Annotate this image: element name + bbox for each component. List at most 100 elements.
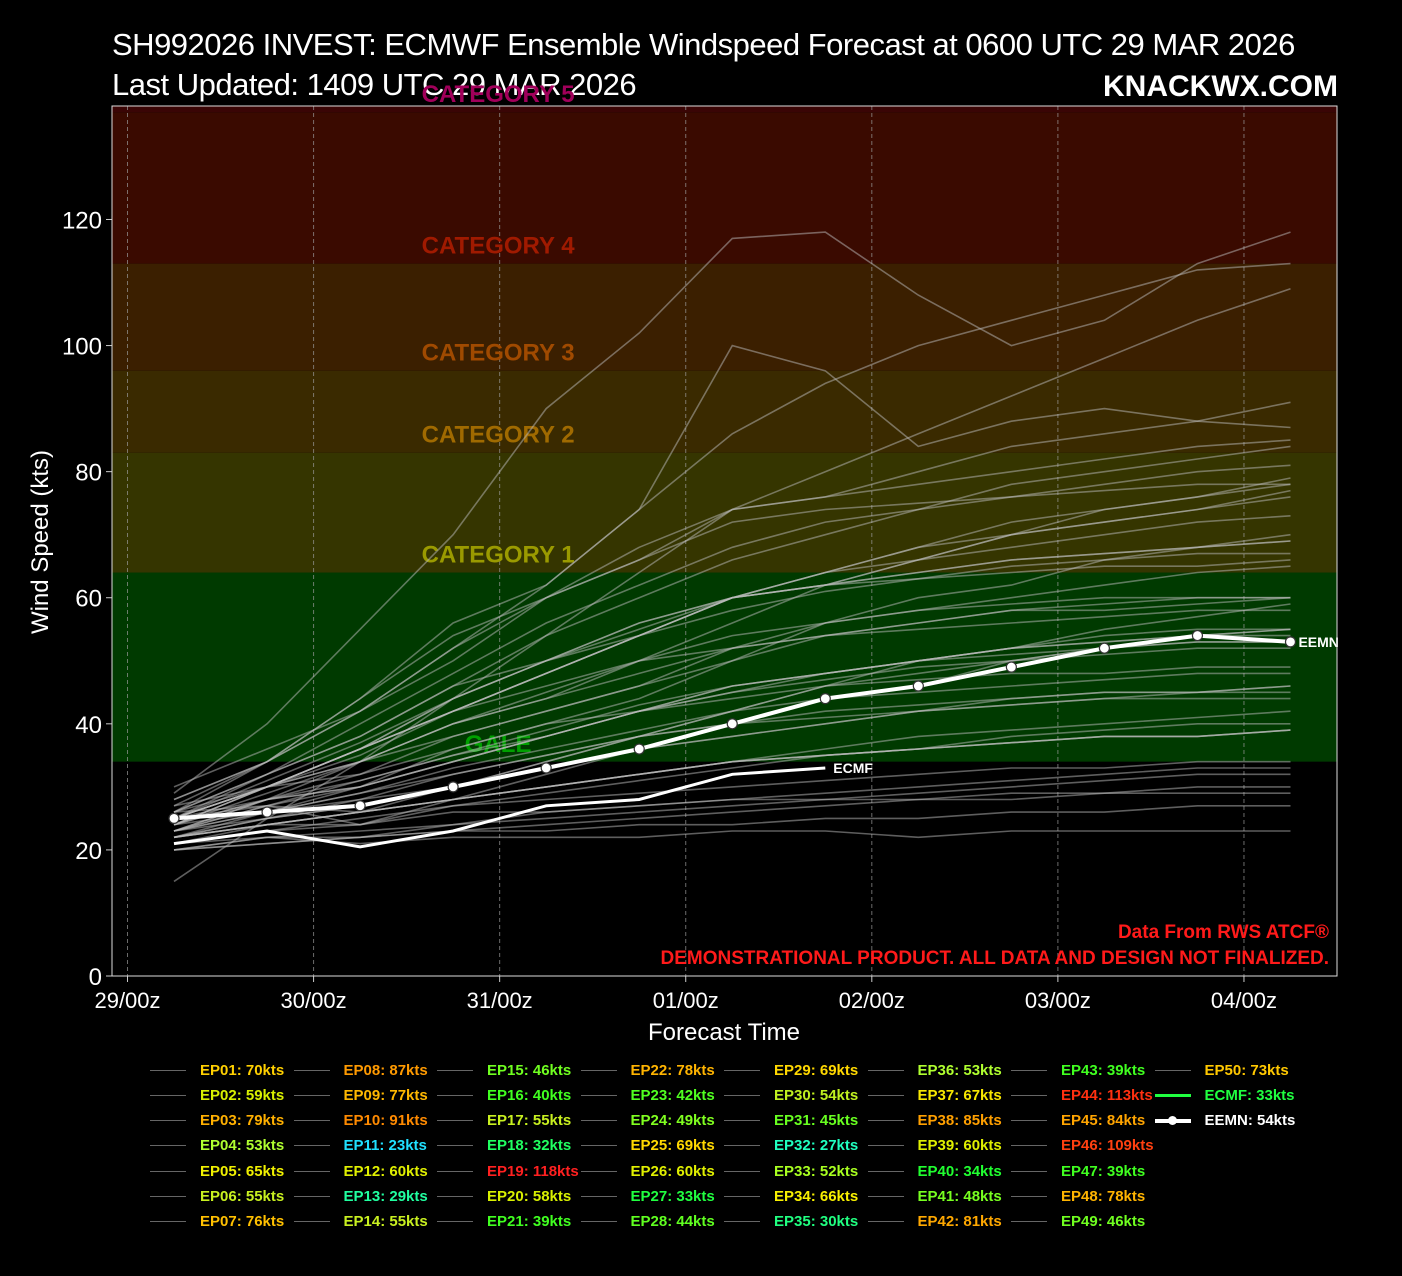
legend-label: EP26: 60kts	[630, 1162, 715, 1180]
eemn-point	[633, 743, 645, 755]
y-axis-label: Wind Speed (kts)	[27, 450, 54, 634]
legend-item: EP27: 33kts	[580, 1185, 715, 1209]
legend-swatch	[867, 1094, 904, 1096]
legend-item: EP37: 67kts	[867, 1083, 1002, 1107]
legend-label: EP41: 48kts	[917, 1188, 1002, 1205]
legend-label: EP17: 55kts	[487, 1112, 572, 1130]
legend-item: EP04: 53kts	[150, 1134, 284, 1158]
legend-item: EP45: 84kts	[1011, 1109, 1145, 1133]
legend-swatch	[437, 1221, 473, 1223]
plot-frame	[111, 105, 1338, 977]
eemn-point	[261, 806, 273, 818]
legend-label: EP30: 54kts	[774, 1086, 859, 1104]
legend-swatch	[150, 1221, 186, 1223]
legend-swatch	[867, 1170, 904, 1172]
ensemble-member-line	[173, 552, 1291, 820]
legend-item: EP49: 46kts	[1011, 1210, 1145, 1234]
band-label: CATEGORY 5	[422, 81, 575, 108]
ensemble-member-line	[173, 231, 1291, 794]
legend-swatch	[437, 1120, 473, 1122]
legend-item: EP24: 49kts	[580, 1109, 715, 1133]
eemn-point	[354, 800, 366, 812]
band-category-4	[112, 112, 1337, 264]
ecmf-line	[173, 766, 826, 849]
legend-item: EP44: 113kts	[1011, 1083, 1153, 1107]
brand-logo-text: KNACKWX.COM	[1103, 70, 1338, 103]
legend-label: EP12: 60kts	[343, 1162, 428, 1180]
legend-swatch	[437, 1069, 473, 1071]
eemn-point	[912, 680, 924, 692]
legend-label: EP32: 27kts	[774, 1137, 859, 1155]
legend-swatch	[724, 1094, 760, 1096]
ensemble-member-line	[173, 722, 1291, 845]
legend-swatch	[1011, 1094, 1047, 1096]
chart-subtitle: Last Updated: 1409 UTC 29 MAR 2026	[112, 67, 637, 102]
legend-swatch	[1011, 1069, 1047, 1071]
legend-label: EP19: 118kts	[487, 1162, 579, 1180]
legend-swatch	[1011, 1221, 1047, 1223]
legend-label: EP18: 32kts	[487, 1137, 572, 1155]
y-tick-label: 120	[62, 207, 102, 234]
legend-label: EP37: 67kts	[917, 1086, 1002, 1104]
eemn-point	[1005, 661, 1017, 673]
legend-label: EP42: 81kts	[917, 1213, 1002, 1231]
y-tick-label: 80	[75, 460, 102, 487]
legend-item: EP05: 65kts	[150, 1159, 284, 1183]
legend-item: EP34: 66kts	[724, 1185, 858, 1209]
legend-swatch	[867, 1145, 904, 1147]
legend-swatch	[293, 1196, 330, 1197]
ensemble-member-line	[173, 830, 1291, 851]
legend-label: EP34: 66kts	[774, 1188, 859, 1205]
legend-label: EP06: 55kts	[200, 1188, 285, 1205]
legend-item: ECMF: 33kts	[1154, 1083, 1295, 1107]
x-tick-label: 02/00z	[839, 988, 905, 1013]
legend-item: EP22: 78kts	[580, 1058, 715, 1082]
legend-label: EP07: 76kts	[200, 1213, 285, 1231]
legend-label: EP45: 84kts	[1061, 1112, 1146, 1130]
legend-swatch	[293, 1170, 330, 1172]
legend-item: EP33: 52kts	[724, 1159, 858, 1183]
legend-swatch	[293, 1120, 330, 1122]
x-tick-label: 29/00z	[94, 988, 160, 1013]
legend-label: EP25: 69kts	[630, 1137, 715, 1155]
legend-swatch	[1011, 1120, 1047, 1122]
legend-item: EP18: 32kts	[437, 1134, 571, 1158]
eemn-point	[447, 781, 459, 793]
legend-label: EP14: 55kts	[343, 1213, 428, 1231]
legend-swatch	[580, 1145, 617, 1147]
legend-swatch	[580, 1120, 617, 1122]
legend-swatch	[150, 1145, 186, 1147]
legend-item: EP21: 39kts	[437, 1210, 571, 1234]
legend: EP01: 70kts EP02: 59kts EP03: 79kts EP04: 5…	[150, 1058, 1390, 1268]
y-tick-label: 40	[75, 712, 102, 739]
legend-label: EP29: 69kts	[774, 1061, 859, 1079]
legend-item: EP19: 118kts	[437, 1159, 579, 1183]
legend-label: EP31: 45kts	[774, 1112, 859, 1130]
legend-swatch	[1011, 1145, 1047, 1147]
ensemble-member-line	[173, 483, 1291, 813]
legend-item: EP41: 48kts	[867, 1185, 1002, 1209]
band-category-5	[112, 106, 1337, 113]
legend-item: EP09: 77kts	[293, 1083, 428, 1107]
legend-label: EP08: 87kts	[343, 1061, 428, 1079]
legend-item: EP06: 55kts	[150, 1185, 284, 1209]
legend-label: EP15: 46kts	[487, 1061, 572, 1079]
legend-swatch	[1154, 1093, 1191, 1097]
legend-swatch	[724, 1120, 760, 1122]
legend-item: EP50: 73kts	[1154, 1058, 1289, 1082]
legend-swatch	[867, 1120, 904, 1122]
legend-marker	[1167, 1115, 1177, 1125]
legend-swatch	[437, 1170, 473, 1172]
legend-item: EP38: 85kts	[867, 1109, 1002, 1133]
x-tick-label: 31/00z	[467, 988, 533, 1013]
legend-swatch	[437, 1145, 473, 1147]
legend-swatch	[724, 1069, 760, 1071]
ensemble-member-line	[173, 760, 1291, 845]
band-label: CATEGORY 3	[422, 340, 575, 367]
legend-label: EP27: 33kts	[630, 1188, 715, 1205]
ensemble-member-line	[173, 445, 1291, 813]
legend-item: EP46: 109kts	[1011, 1134, 1154, 1158]
legend-item: EP08: 87kts	[293, 1058, 428, 1082]
legend-swatch	[1011, 1170, 1047, 1172]
legend-swatch	[867, 1069, 904, 1071]
